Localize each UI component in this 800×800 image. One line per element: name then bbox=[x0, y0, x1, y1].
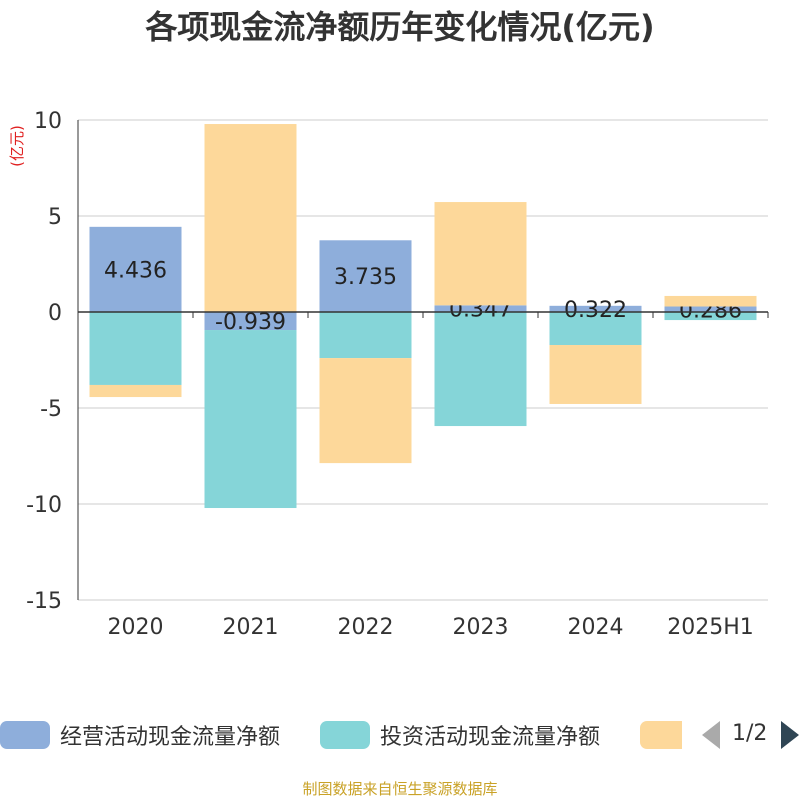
legend-pager: 1/2 bbox=[700, 718, 800, 752]
bar bbox=[319, 358, 412, 464]
bar bbox=[319, 240, 412, 312]
bar bbox=[664, 312, 757, 321]
bar bbox=[664, 306, 757, 312]
axes: 10 5 0 -5 -10 -15 2020 2021 2022 2023 2024 2025H1 bbox=[26, 109, 769, 640]
legend-item-third[interactable] bbox=[640, 718, 682, 752]
bar bbox=[549, 305, 642, 312]
prev-page-icon[interactable] bbox=[702, 721, 720, 749]
data-label: 0.322 bbox=[564, 298, 627, 323]
y-tick-label: -15 bbox=[26, 589, 62, 614]
bar bbox=[89, 226, 182, 312]
series-third bbox=[89, 124, 757, 464]
x-tick-label: 2024 bbox=[568, 615, 624, 640]
legend: 经营活动现金流量净额 投资活动现金流量净额 1/2 bbox=[0, 718, 800, 752]
bar bbox=[204, 124, 297, 312]
y-tick-label: 10 bbox=[34, 109, 62, 134]
chart-title: 各项现金流净额历年变化情况(亿元) bbox=[145, 8, 654, 46]
x-tick-label: 2020 bbox=[108, 615, 164, 640]
x-tick-label: 2021 bbox=[223, 615, 279, 640]
bar bbox=[204, 312, 297, 331]
y-tick-label: 0 bbox=[48, 301, 62, 326]
bar bbox=[204, 330, 297, 509]
legend-item-investing[interactable]: 投资活动现金流量净额 bbox=[320, 718, 600, 752]
x-tick-label: 2023 bbox=[453, 615, 509, 640]
bar bbox=[434, 202, 527, 306]
bar bbox=[549, 345, 642, 404]
x-tick-label: 2022 bbox=[338, 615, 394, 640]
legend-swatch bbox=[320, 721, 370, 749]
data-label: 3.735 bbox=[334, 265, 397, 290]
legend-label: 投资活动现金流量净额 bbox=[380, 725, 601, 750]
legend-item-operating[interactable]: 经营活动现金流量净额 bbox=[0, 718, 280, 752]
legend-swatch bbox=[640, 721, 682, 749]
grid-lines bbox=[78, 119, 768, 601]
bar bbox=[664, 295, 757, 307]
legend-label: 经营活动现金流量净额 bbox=[60, 725, 281, 750]
bar bbox=[89, 384, 182, 398]
y-tick-label: 5 bbox=[48, 205, 62, 230]
x-tick-label: 2025H1 bbox=[667, 615, 754, 640]
series-operating bbox=[89, 226, 757, 331]
data-source-note: 制图数据来自恒生聚源数据库 bbox=[302, 780, 498, 798]
data-label: -0.939 bbox=[215, 310, 286, 335]
data-label: 4.436 bbox=[104, 258, 167, 283]
bar bbox=[319, 312, 412, 359]
next-page-icon[interactable] bbox=[781, 721, 799, 749]
y-tick-label: -10 bbox=[26, 493, 62, 518]
legend-swatch bbox=[0, 721, 50, 749]
series-investing bbox=[89, 312, 757, 509]
y-tick-label: -5 bbox=[40, 397, 62, 422]
legend-page-number: 1/2 bbox=[732, 721, 768, 746]
bar bbox=[434, 305, 527, 312]
bar bbox=[549, 312, 642, 346]
bar bbox=[434, 312, 527, 427]
y-axis-label: (亿元) bbox=[8, 125, 26, 167]
bar bbox=[89, 312, 182, 385]
